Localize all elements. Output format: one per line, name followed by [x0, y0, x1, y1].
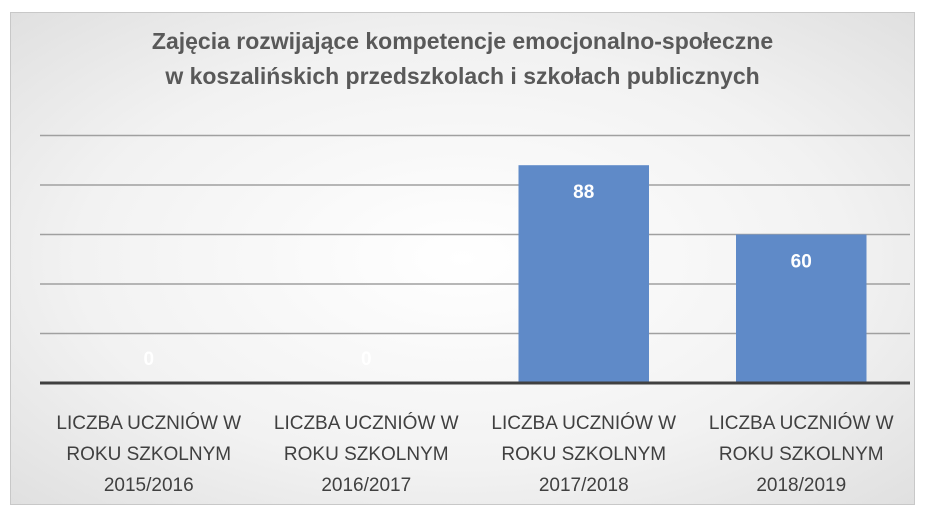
data-label: 60 [791, 252, 812, 273]
x-tick-label: LICZBA UCZNIÓW W ROKU SZKOLNYM 2017/2018 [491, 413, 677, 496]
bar [518, 165, 649, 383]
x-tick-label: LICZBA UCZNIÓW W ROKU SZKOLNYM 2018/2019 [708, 413, 894, 496]
x-tick-label: LICZBA UCZNIÓW W ROKU SZKOLNYM 2016/2017 [273, 413, 459, 496]
chart-title: Zajęcia rozwijające kompetencje emocjona… [151, 28, 774, 89]
data-label: 0 [143, 349, 154, 370]
data-label: 88 [573, 182, 594, 203]
bar [736, 234, 867, 383]
x-tick-label: LICZBA UCZNIÓW W ROKU SZKOLNYM 2015/2016 [56, 413, 242, 496]
data-label: 0 [361, 349, 372, 370]
